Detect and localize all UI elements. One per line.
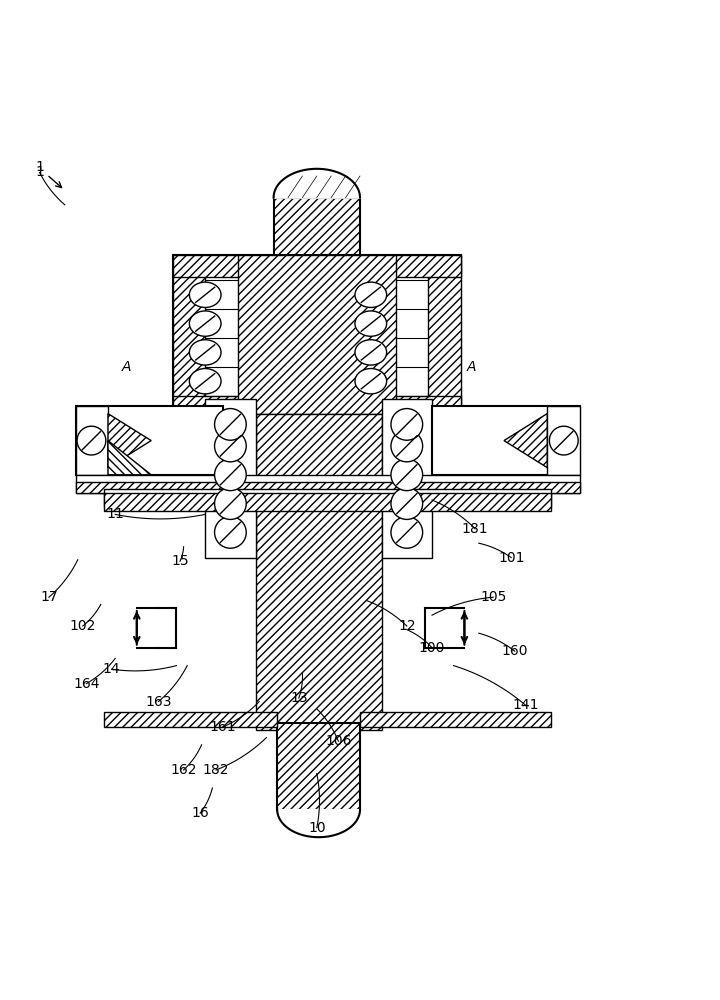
Bar: [274, 198, 360, 270]
Text: 141: 141: [513, 698, 539, 712]
Bar: [256, 414, 382, 730]
Bar: [104, 712, 277, 727]
Text: A: A: [467, 360, 477, 374]
Text: 160: 160: [502, 644, 528, 658]
Text: 16: 16: [192, 806, 209, 820]
Bar: [277, 723, 360, 810]
Ellipse shape: [355, 340, 387, 365]
Text: 13: 13: [290, 691, 307, 705]
Ellipse shape: [189, 311, 221, 336]
Ellipse shape: [355, 369, 387, 394]
Text: 17: 17: [40, 590, 58, 604]
Bar: [104, 493, 551, 511]
Circle shape: [215, 459, 246, 491]
Text: 101: 101: [498, 551, 524, 565]
Polygon shape: [108, 441, 151, 475]
Circle shape: [215, 430, 246, 462]
Ellipse shape: [189, 282, 221, 307]
Text: 181: 181: [462, 522, 488, 536]
Bar: [205, 399, 256, 558]
Bar: [76, 406, 108, 475]
Bar: [432, 406, 580, 475]
Text: 164: 164: [73, 677, 99, 691]
Circle shape: [215, 409, 246, 440]
Text: 105: 105: [480, 590, 506, 604]
Bar: [76, 475, 580, 493]
Bar: [547, 406, 580, 475]
Bar: [428, 255, 461, 414]
Text: 15: 15: [171, 554, 189, 568]
Bar: [76, 406, 223, 475]
Bar: [173, 255, 461, 277]
Circle shape: [215, 488, 246, 519]
Circle shape: [391, 517, 423, 548]
Bar: [173, 255, 461, 414]
Bar: [238, 255, 396, 414]
Bar: [76, 482, 580, 493]
Circle shape: [391, 459, 423, 491]
Text: 1: 1: [35, 160, 44, 174]
Text: 182: 182: [203, 763, 229, 777]
Text: 1: 1: [35, 165, 44, 179]
Ellipse shape: [189, 369, 221, 394]
Circle shape: [77, 426, 106, 455]
Polygon shape: [274, 169, 360, 198]
Polygon shape: [108, 414, 151, 468]
Text: A: A: [121, 360, 131, 374]
Ellipse shape: [355, 311, 387, 336]
Text: 10: 10: [308, 821, 325, 835]
Bar: [173, 396, 461, 414]
Circle shape: [391, 430, 423, 462]
Circle shape: [549, 426, 578, 455]
Circle shape: [391, 488, 423, 519]
Bar: [173, 255, 205, 414]
Circle shape: [215, 517, 246, 548]
Bar: [360, 712, 551, 727]
Text: 162: 162: [171, 763, 197, 777]
Text: 106: 106: [325, 734, 351, 748]
Polygon shape: [504, 414, 547, 468]
Circle shape: [391, 409, 423, 440]
Bar: [104, 489, 551, 507]
Text: 11: 11: [107, 507, 124, 521]
Text: 163: 163: [145, 695, 171, 709]
Text: 161: 161: [210, 720, 236, 734]
Text: 14: 14: [103, 662, 120, 676]
Text: 100: 100: [419, 641, 445, 655]
Text: 102: 102: [70, 619, 96, 633]
Bar: [382, 399, 432, 558]
Ellipse shape: [189, 340, 221, 365]
Ellipse shape: [355, 282, 387, 307]
Text: 12: 12: [398, 619, 415, 633]
Polygon shape: [277, 810, 360, 837]
